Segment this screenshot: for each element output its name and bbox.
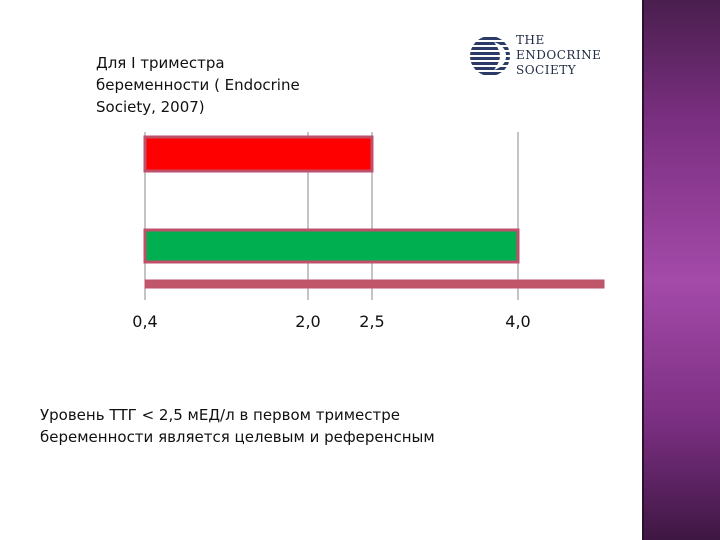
x-tick-label: 2,5 xyxy=(359,312,384,331)
side-panel-divider xyxy=(642,0,644,540)
tsh-range-chart: 0,4 2,0 2,5 4,0 xyxy=(132,132,605,331)
slide xyxy=(0,0,642,540)
slide-note: Уровень ТТГ < 2,5 мЕД/л в первом тримест… xyxy=(40,406,435,446)
slide-subtitle: Для I триместра беременности ( Endocrine… xyxy=(96,54,300,116)
x-tick-label: 4,0 xyxy=(505,312,530,331)
logo-text-society: SOCIETY xyxy=(516,63,577,77)
range-bar xyxy=(144,279,605,289)
endocrine-society-logo: THE ENDOCRINE SOCIETY xyxy=(466,32,601,82)
globe-logo-icon xyxy=(470,37,510,75)
logo-text-the: THE xyxy=(516,33,545,47)
range-bar xyxy=(143,135,374,173)
range-bar xyxy=(143,228,520,264)
side-panel xyxy=(642,0,720,540)
x-tick-label: 0,4 xyxy=(132,312,157,331)
bars xyxy=(143,135,605,289)
logo-text-endocrine: ENDOCRINE xyxy=(516,48,602,62)
x-tick-label: 2,0 xyxy=(295,312,320,331)
x-axis: 0,4 2,0 2,5 4,0 xyxy=(132,312,530,331)
